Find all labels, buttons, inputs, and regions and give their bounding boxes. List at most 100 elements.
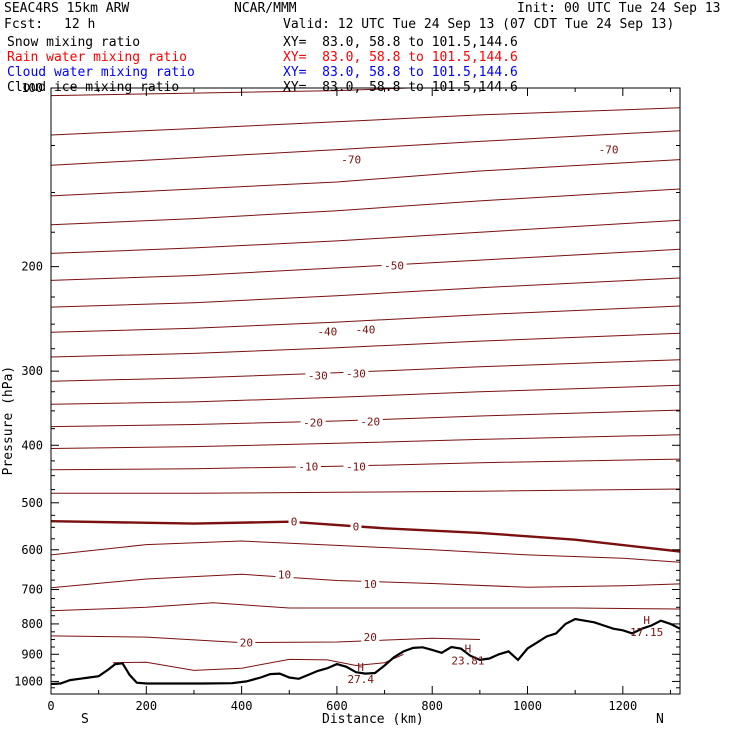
x-tick-label: 1000 — [513, 699, 542, 713]
contour-line — [51, 573, 680, 589]
contour-label: 0 — [353, 520, 360, 533]
contour-line — [51, 488, 680, 494]
contour-label: -50 — [384, 259, 404, 272]
contour-line — [51, 305, 680, 333]
y-tick-label: 900 — [21, 647, 43, 661]
y-tick-label: 100 — [21, 81, 43, 95]
contour-label-bg — [361, 631, 380, 644]
contour-label: -20 — [360, 416, 380, 429]
contour-line — [51, 540, 680, 563]
contour-label-bg — [353, 323, 378, 336]
y-tick-label: 600 — [21, 543, 43, 557]
y-tick-label: 800 — [21, 617, 43, 631]
contour-label-bg — [343, 367, 369, 380]
legend-rain-name: Rain water mixing ratio — [7, 50, 188, 65]
contour-label: -40 — [317, 325, 337, 338]
valid-time: Valid: 12 UTC Tue 24 Sep 13 (07 CDT Tue … — [283, 17, 675, 32]
x-tick-label: 600 — [326, 699, 348, 713]
legend-snow-name: Snow mixing ratio — [7, 35, 141, 50]
contour-label: 10 — [364, 578, 377, 591]
legend-cloud-water-name: Cloud water mixing ratio — [7, 65, 195, 80]
contour-line — [51, 248, 680, 281]
north-label: N — [656, 712, 664, 727]
y-tick-label: 300 — [21, 364, 43, 378]
contour-line — [51, 602, 680, 612]
high-value: 17.15 — [630, 626, 663, 639]
forecast-value: 12 h — [64, 17, 96, 32]
model-title: SEAC4RS 15km ARW — [4, 1, 130, 16]
contour-label: -10 — [346, 460, 366, 473]
contour-line — [51, 409, 680, 428]
contour-label-bg — [275, 568, 294, 581]
contour-label: -70 — [599, 144, 619, 157]
contour-label: -40 — [356, 323, 376, 336]
org-label: NCAR/MMM — [234, 1, 297, 16]
y-tick-label: 200 — [21, 260, 43, 274]
x-tick-label: 400 — [231, 699, 253, 713]
contour-line — [51, 520, 680, 553]
contour-label-bg — [288, 515, 300, 528]
y-tick-label: 500 — [21, 496, 43, 510]
x-tick-label: 0 — [47, 699, 54, 713]
contour-line — [51, 159, 680, 197]
contour-label: -30 — [308, 369, 328, 382]
contour-labels: -70 -70 -50 -40 -40 -30 -30 -20 -20 -10 -10 0 0 10 10 2… — [237, 143, 622, 650]
contour-label-bg — [361, 577, 380, 590]
contour-label-bg — [314, 325, 340, 338]
y-tick-label: 400 — [21, 438, 43, 452]
contour-label-bg — [357, 415, 383, 428]
south-label: S — [81, 712, 89, 727]
axes: 0 200 400 600 800 1000 12001002003004005006007… — [14, 81, 680, 713]
contour-line — [51, 219, 680, 254]
contour-label: -20 — [303, 416, 323, 429]
contour-line — [112, 653, 404, 671]
contour-label: -10 — [298, 460, 318, 473]
contour-label-bg — [596, 143, 622, 156]
contour-label: 20 — [240, 637, 253, 650]
contour-label-bg — [350, 520, 362, 533]
contour-label: 20 — [364, 631, 377, 644]
x-axis-title: Distance (km) — [322, 712, 424, 727]
contour-label-bg — [300, 416, 326, 429]
contour-line — [51, 384, 680, 405]
contour-label-bg — [338, 153, 364, 166]
forecast-label: Fcst: — [4, 17, 44, 32]
contour-line — [51, 458, 680, 471]
y-axis-title: Pressure (hPa) — [1, 365, 16, 476]
contour-label: 0 — [291, 516, 298, 529]
temperature-contours — [51, 88, 680, 671]
x-tick-label: 1200 — [608, 699, 637, 713]
contour-label: -70 — [341, 154, 361, 167]
contour-label: -30 — [346, 368, 366, 381]
legend-snow-xy: XY= 83.0, 58.8 to 101.5,144.6 — [283, 35, 518, 50]
legend-cloud-water-xy: XY= 83.0, 58.8 to 101.5,144.6 — [283, 65, 518, 80]
contour-line — [51, 359, 680, 382]
high-value: 27.4 — [347, 673, 374, 686]
contour-line — [51, 635, 480, 644]
contour-label-bg — [381, 259, 407, 272]
contour-label-bg — [343, 460, 369, 473]
legend-cloud-ice-name: Cloud ice mixing ratio — [7, 80, 180, 95]
y-tick-label: 700 — [21, 583, 43, 597]
terrain-line — [51, 617, 680, 686]
contour-line — [51, 277, 680, 308]
contour-label: 10 — [278, 569, 291, 582]
high-letter: H — [465, 642, 472, 655]
contour-line — [51, 332, 680, 358]
terrain-line — [51, 617, 680, 686]
contour-label-bg — [305, 369, 331, 382]
plot-frame — [50, 87, 681, 695]
contour-line — [51, 107, 680, 136]
high-letter: H — [643, 614, 650, 627]
contour-line — [51, 434, 680, 449]
contour-line — [51, 130, 680, 166]
contour-label-bg — [237, 636, 256, 649]
init-time: Init: 00 UTC Tue 24 Sep 13 — [517, 1, 721, 16]
legend-cloud-ice-xy: XY= 83.0, 58.8 to 101.5,144.6 — [283, 80, 518, 95]
x-tick-label: 800 — [421, 699, 443, 713]
high-value: 23.81 — [451, 654, 484, 667]
high-letter: H — [357, 661, 364, 674]
y-tick-label: 1000 — [14, 674, 43, 688]
